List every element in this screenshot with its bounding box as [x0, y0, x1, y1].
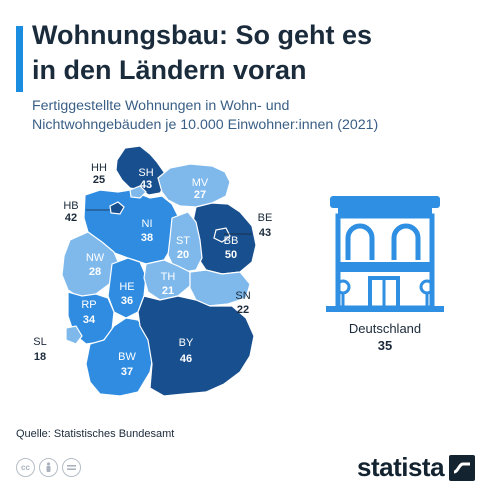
- title-line-2: in den Ländern voran: [32, 55, 307, 85]
- state-HH: [129, 185, 147, 199]
- label-value-SN: 22: [237, 304, 249, 316]
- accent-bar: [16, 26, 23, 92]
- chart-subtitle: Fertiggestellte Wohnungen in Wohn- und N…: [32, 97, 492, 135]
- national-value: 35: [378, 338, 392, 353]
- label-code-SH: SH: [138, 167, 153, 179]
- label-value-SL: 18: [34, 351, 46, 363]
- license-icons: cc: [16, 458, 81, 477]
- label-code-MV: MV: [192, 177, 209, 189]
- state-BE: [213, 227, 231, 243]
- label-value-BY: 46: [180, 353, 192, 365]
- label-code-HE: HE: [119, 281, 134, 293]
- national-label: Deutschland: [349, 321, 421, 336]
- label-code-SN: SN: [235, 290, 250, 302]
- label-code-BY: BY: [179, 337, 194, 349]
- germany-map: HH 25 SH 43 MV 27 HB 42 NI 38 BE 43 BB 5…: [33, 145, 444, 397]
- label-value-BB: 50: [225, 249, 237, 261]
- statista-logo-icon: [449, 454, 476, 481]
- label-code-BB: BB: [224, 235, 239, 247]
- source-note: Quelle: Statistisches Bundesamt: [16, 428, 175, 440]
- label-value-BE: 43: [259, 227, 271, 239]
- state-SL: [65, 325, 83, 345]
- label-code-BW: BW: [118, 351, 136, 363]
- state-TH: [143, 259, 191, 301]
- label-code-TH: TH: [161, 271, 176, 283]
- label-code-NW: NW: [86, 252, 105, 264]
- label-value-SH: 43: [140, 179, 152, 191]
- label-value-NI: 38: [141, 232, 153, 244]
- label-code-HB: HB: [63, 200, 78, 212]
- chart-title: Wohnungsbau: So geht es in den Ländern v…: [32, 18, 482, 88]
- label-code-ST: ST: [176, 235, 190, 247]
- by-icon[interactable]: [39, 458, 58, 477]
- state-NW: [61, 231, 121, 299]
- label-value-NW: 28: [89, 266, 101, 278]
- label-value-BW: 37: [121, 366, 133, 378]
- title-line-1: Wohnungsbau: So geht es: [32, 20, 372, 50]
- label-code-HH: HH: [91, 162, 107, 174]
- statista-logo[interactable]: statista: [357, 452, 476, 483]
- label-code-NI: NI: [142, 218, 153, 230]
- subtitle-line-1: Fertiggestellte Wohnungen in Wohn- und: [32, 98, 290, 114]
- label-code-RP: RP: [81, 299, 96, 311]
- cc-icon[interactable]: cc: [16, 458, 35, 477]
- label-value-TH: 21: [162, 285, 174, 297]
- state-ST: [167, 211, 203, 273]
- building-icon: [326, 196, 444, 312]
- nd-icon[interactable]: [62, 458, 81, 477]
- label-value-RP: 34: [83, 314, 96, 326]
- label-code-BE: BE: [258, 212, 273, 224]
- label-value-MV: 27: [194, 189, 206, 201]
- state-MV: [157, 163, 231, 208]
- label-value-ST: 20: [177, 249, 189, 261]
- brand-name: statista: [357, 452, 445, 482]
- subtitle-line-2: Nichtwohngebäuden je 10.000 Einwohner:in…: [32, 117, 379, 133]
- label-value-HB: 42: [65, 212, 77, 224]
- state-SN: [189, 269, 251, 307]
- label-code-SL: SL: [33, 336, 46, 348]
- label-value-HH: 25: [93, 174, 105, 186]
- state-BY: [137, 295, 255, 397]
- label-value-HE: 36: [121, 295, 133, 307]
- state-HB: [109, 201, 125, 215]
